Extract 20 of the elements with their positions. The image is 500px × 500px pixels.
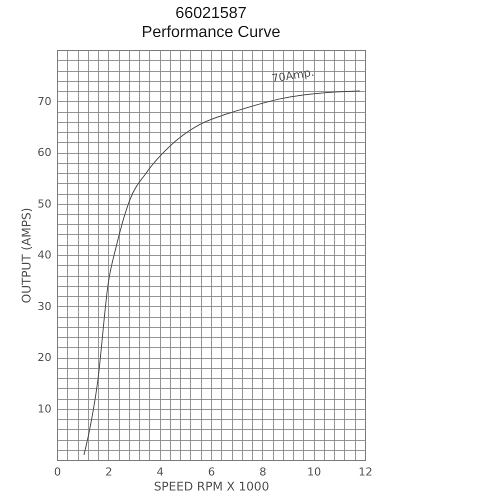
x-tick-label: 0 (54, 466, 61, 478)
line-series (83, 90, 360, 456)
y-tick-label: 40 (38, 248, 52, 262)
x-tick-label: 2 (105, 466, 112, 478)
y-tick-label: 30 (38, 300, 52, 313)
y-tick-label: 70 (38, 94, 52, 108)
y-tick-label: 50 (38, 197, 52, 210)
chart-subtitle: Performance Curve (142, 24, 280, 41)
chart-title: 66021587 (175, 5, 247, 22)
y-axis-title: OUTPUT (AMPS) (20, 208, 34, 304)
y-tick-label: 20 (38, 351, 52, 364)
x-tick-label: 12 (358, 466, 372, 478)
x-tick-label: 8 (259, 466, 266, 478)
x-tick-label: 6 (208, 466, 215, 478)
y-tick-label: 60 (38, 146, 52, 159)
y-tick-label: 10 (38, 402, 52, 416)
annotation: 70Amp. (270, 66, 316, 86)
x-axis-title: SPEED RPM X 1000 (154, 480, 270, 494)
x-tick-label: 10 (307, 466, 322, 478)
x-tick-label: 4 (156, 466, 164, 478)
